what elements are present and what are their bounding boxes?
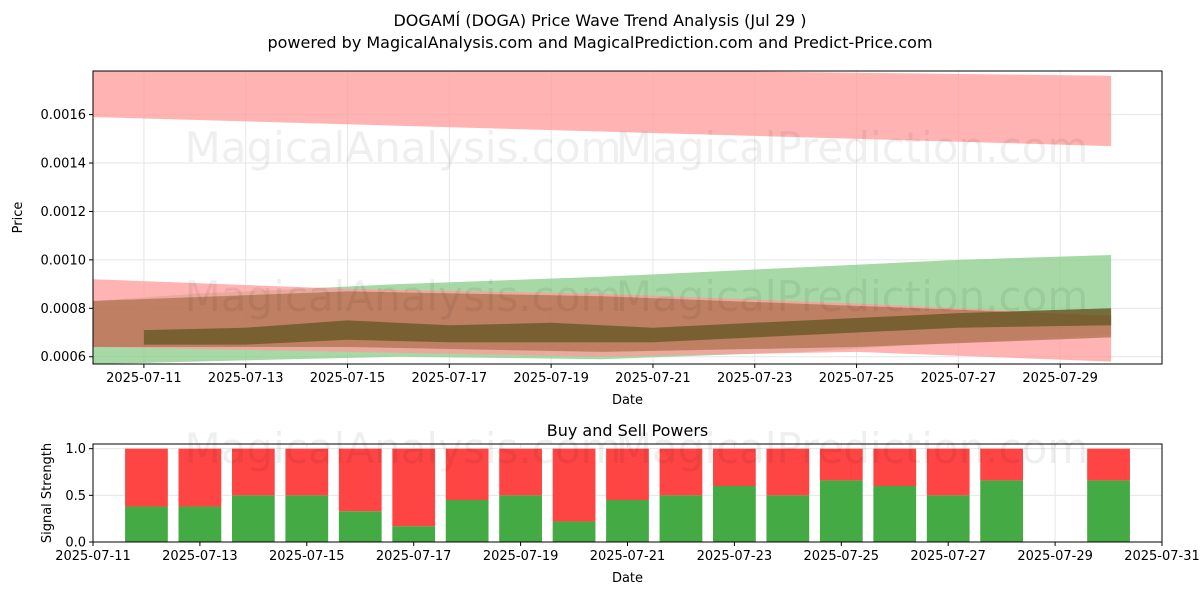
sell-power-bar: [819, 448, 863, 481]
x-tick-label: 2025-07-21: [590, 549, 666, 564]
y-tick-label: 0.0008: [41, 302, 87, 317]
x-tick-label: 2025-07-17: [376, 549, 452, 564]
band-layer: [93, 71, 1112, 364]
buy-sell-power-chart: MagicalAnalysis.comMagicalPrediction.com…: [40, 421, 1200, 586]
sell-power-bar: [231, 448, 275, 496]
buy-power-bar: [766, 495, 810, 542]
x-tick-label: 2025-07-11: [106, 371, 182, 386]
watermark-text: MagicalAnalysis.com: [185, 123, 622, 172]
buy-power-bar: [1087, 480, 1130, 542]
buy-power-bar: [873, 486, 917, 542]
x-tick-label: 2025-07-15: [310, 371, 386, 386]
sell-power-bar: [766, 448, 810, 496]
y-axis-label: Signal Strength: [40, 443, 55, 543]
price-band-red: [93, 71, 1112, 147]
x-tick-label: 2025-07-23: [717, 371, 793, 386]
x-tick-label: 2025-07-27: [910, 549, 986, 564]
buy-power-bar: [606, 500, 649, 542]
x-tick-label: 2025-07-13: [162, 549, 238, 564]
y-tick-label: 0.5: [65, 489, 86, 504]
sell-power-bar: [392, 448, 436, 527]
x-tick-label: 2025-07-13: [208, 371, 284, 386]
x-axis-label: Date: [612, 393, 643, 408]
y-axis-label: Price: [11, 202, 26, 234]
buy-power-bar: [713, 486, 756, 542]
y-tick-label: 0.0: [65, 536, 86, 551]
buy-power-bar: [552, 521, 596, 542]
sell-power-bar: [606, 448, 649, 500]
x-tick-label: 2025-07-15: [269, 549, 345, 564]
buy-power-bar: [980, 480, 1024, 542]
sell-power-bar: [873, 448, 917, 486]
watermark-text: MagicalAnalysis.com: [185, 272, 622, 321]
x-tick-label: 2025-07-17: [412, 371, 488, 386]
x-tick-label: 2025-07-25: [819, 371, 895, 386]
plot-frame: [92, 70, 1163, 365]
x-axis-label: Date: [612, 571, 643, 586]
chart-subtitle: powered by MagicalAnalysis.com and Magic…: [267, 33, 933, 52]
x-tick-label: 2025-07-31: [1124, 549, 1200, 564]
sell-power-bar: [445, 448, 489, 500]
x-tick-label: 2025-07-27: [921, 371, 997, 386]
x-tick-label: 2025-07-19: [483, 549, 559, 564]
y-tick-label: 0.0012: [41, 205, 87, 220]
sell-power-bar: [980, 448, 1024, 481]
x-tick-label: 2025-07-29: [1017, 549, 1093, 564]
sell-power-bar: [926, 448, 970, 496]
y-tick-label: 0.0016: [41, 108, 87, 123]
sell-power-bar: [499, 448, 542, 496]
x-tick-label: 2025-07-11: [55, 549, 131, 564]
watermark-text: MagicalPrediction.com: [616, 424, 1089, 473]
x-tick-label: 2025-07-29: [1022, 371, 1098, 386]
y-tick-label: 0.0014: [41, 157, 87, 172]
y-tick-label: 0.0006: [41, 350, 87, 365]
trend-wave-band: [143, 308, 1112, 345]
sell-power-bar: [338, 448, 382, 512]
watermark-text: MagicalAnalysis.com: [185, 424, 622, 473]
x-tick-label: 2025-07-19: [513, 371, 589, 386]
buy-power-bar: [285, 495, 329, 542]
price-chart: MagicalAnalysis.comMagicalPrediction.com…: [11, 70, 1163, 408]
y-tick-label: 0.0010: [41, 253, 87, 268]
y-tick-label: 1.0: [65, 442, 86, 457]
sell-power-bar: [285, 448, 329, 496]
sell-power-bar: [1087, 448, 1130, 481]
watermark-text: MagicalPrediction.com: [616, 123, 1089, 172]
x-tick-label: 2025-07-23: [697, 549, 773, 564]
buy-power-bar: [659, 495, 703, 542]
sell-power-bar: [552, 448, 596, 522]
x-tick-label: 2025-07-21: [615, 371, 691, 386]
sell-power-bar: [659, 448, 703, 496]
subchart-title: Buy and Sell Powers: [547, 421, 709, 440]
buy-power-bar: [445, 500, 489, 542]
buy-power-bar: [499, 495, 542, 542]
sell-power-bar: [713, 448, 756, 486]
buy-power-bar: [338, 511, 382, 542]
sell-power-bar: [178, 448, 222, 507]
buy-power-bar: [178, 506, 222, 542]
x-tick-label: 2025-07-25: [804, 549, 880, 564]
buy-power-bar: [819, 480, 863, 542]
buy-power-bar: [125, 506, 168, 542]
buy-power-bar: [231, 495, 275, 542]
watermark-text: MagicalPrediction.com: [616, 272, 1089, 321]
sell-power-bar: [125, 448, 168, 507]
chart-title: DOGAMÍ (DOGA) Price Wave Trend Analysis …: [393, 11, 807, 30]
buy-power-bar: [392, 526, 436, 542]
buy-power-bar: [926, 495, 970, 542]
